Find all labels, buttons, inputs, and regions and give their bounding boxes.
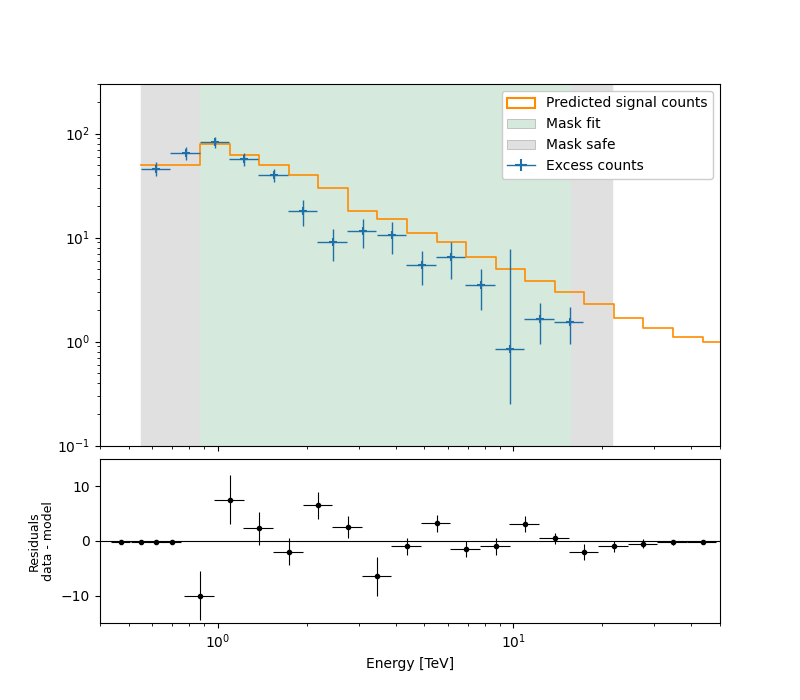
Legend: Predicted signal counts, Mask fit, Mask safe, Excess counts: Predicted signal counts, Mask fit, Mask … (502, 91, 713, 179)
Bar (141, 84, 612, 445)
Y-axis label: Residuals
data - model: Residuals data - model (27, 501, 55, 581)
Bar (200, 84, 570, 445)
X-axis label: Energy [TeV]: Energy [TeV] (366, 657, 454, 671)
